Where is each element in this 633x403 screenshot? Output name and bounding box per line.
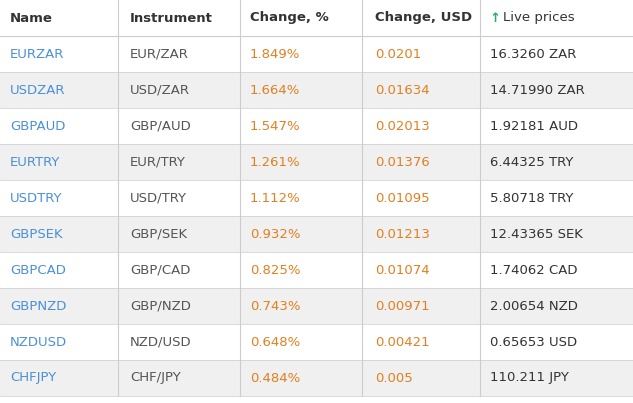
Text: 110.211 JPY: 110.211 JPY bbox=[490, 372, 569, 384]
Text: CHFJPY: CHFJPY bbox=[10, 372, 56, 384]
Bar bbox=[0, 288, 633, 324]
Text: 0.01074: 0.01074 bbox=[375, 264, 430, 276]
Text: GBPSEK: GBPSEK bbox=[10, 228, 63, 241]
Text: 0.01634: 0.01634 bbox=[375, 83, 430, 96]
Text: 1.664%: 1.664% bbox=[250, 83, 301, 96]
Text: USD/ZAR: USD/ZAR bbox=[130, 83, 190, 96]
Text: 0.01213: 0.01213 bbox=[375, 228, 430, 241]
Bar bbox=[0, 360, 633, 396]
Text: CHF/JPY: CHF/JPY bbox=[130, 372, 181, 384]
Bar bbox=[0, 252, 633, 288]
Text: ↑: ↑ bbox=[490, 12, 506, 25]
Bar bbox=[0, 144, 633, 180]
Text: GBPCAD: GBPCAD bbox=[10, 264, 66, 276]
Text: 2.00654 NZD: 2.00654 NZD bbox=[490, 299, 578, 312]
Text: Instrument: Instrument bbox=[130, 12, 213, 25]
Bar bbox=[0, 72, 633, 108]
Text: GBP/SEK: GBP/SEK bbox=[130, 228, 187, 241]
Text: 6.44325 TRY: 6.44325 TRY bbox=[490, 156, 573, 168]
Bar bbox=[0, 0, 633, 36]
Text: 16.3260 ZAR: 16.3260 ZAR bbox=[490, 48, 577, 60]
Text: GBP/NZD: GBP/NZD bbox=[130, 299, 191, 312]
Text: GBP/CAD: GBP/CAD bbox=[130, 264, 191, 276]
Bar bbox=[0, 36, 633, 72]
Text: Live prices: Live prices bbox=[503, 12, 575, 25]
Text: 1.261%: 1.261% bbox=[250, 156, 301, 168]
Bar bbox=[0, 324, 633, 360]
Text: 1.112%: 1.112% bbox=[250, 191, 301, 204]
Text: Change, USD: Change, USD bbox=[375, 12, 472, 25]
Text: USD/TRY: USD/TRY bbox=[130, 191, 187, 204]
Text: 12.43365 SEK: 12.43365 SEK bbox=[490, 228, 583, 241]
Text: 0.005: 0.005 bbox=[375, 372, 413, 384]
Text: 0.484%: 0.484% bbox=[250, 372, 300, 384]
Text: EURTRY: EURTRY bbox=[10, 156, 60, 168]
Text: EURZAR: EURZAR bbox=[10, 48, 65, 60]
Text: 1.74062 CAD: 1.74062 CAD bbox=[490, 264, 577, 276]
Text: GBPNZD: GBPNZD bbox=[10, 299, 66, 312]
Text: USDTRY: USDTRY bbox=[10, 191, 63, 204]
Text: 14.71990 ZAR: 14.71990 ZAR bbox=[490, 83, 585, 96]
Text: 0.01095: 0.01095 bbox=[375, 191, 430, 204]
Text: 0.01376: 0.01376 bbox=[375, 156, 430, 168]
Text: 0.65653 USD: 0.65653 USD bbox=[490, 336, 577, 349]
Bar bbox=[0, 108, 633, 144]
Text: 0.932%: 0.932% bbox=[250, 228, 301, 241]
Text: 0.00421: 0.00421 bbox=[375, 336, 430, 349]
Text: GBP/AUD: GBP/AUD bbox=[130, 120, 191, 133]
Text: EUR/TRY: EUR/TRY bbox=[130, 156, 186, 168]
Text: 5.80718 TRY: 5.80718 TRY bbox=[490, 191, 573, 204]
Text: 0.648%: 0.648% bbox=[250, 336, 300, 349]
Text: Change, %: Change, % bbox=[250, 12, 329, 25]
Text: EUR/ZAR: EUR/ZAR bbox=[130, 48, 189, 60]
Text: GBPAUD: GBPAUD bbox=[10, 120, 65, 133]
Text: USDZAR: USDZAR bbox=[10, 83, 65, 96]
Bar bbox=[0, 216, 633, 252]
Text: 1.547%: 1.547% bbox=[250, 120, 301, 133]
Text: 0.0201: 0.0201 bbox=[375, 48, 421, 60]
Text: 0.743%: 0.743% bbox=[250, 299, 301, 312]
Text: NZDUSD: NZDUSD bbox=[10, 336, 67, 349]
Text: 0.825%: 0.825% bbox=[250, 264, 301, 276]
Text: 1.92181 AUD: 1.92181 AUD bbox=[490, 120, 578, 133]
Text: 0.02013: 0.02013 bbox=[375, 120, 430, 133]
Text: 1.849%: 1.849% bbox=[250, 48, 301, 60]
Text: NZD/USD: NZD/USD bbox=[130, 336, 192, 349]
Bar bbox=[0, 180, 633, 216]
Text: 0.00971: 0.00971 bbox=[375, 299, 430, 312]
Text: Name: Name bbox=[10, 12, 53, 25]
